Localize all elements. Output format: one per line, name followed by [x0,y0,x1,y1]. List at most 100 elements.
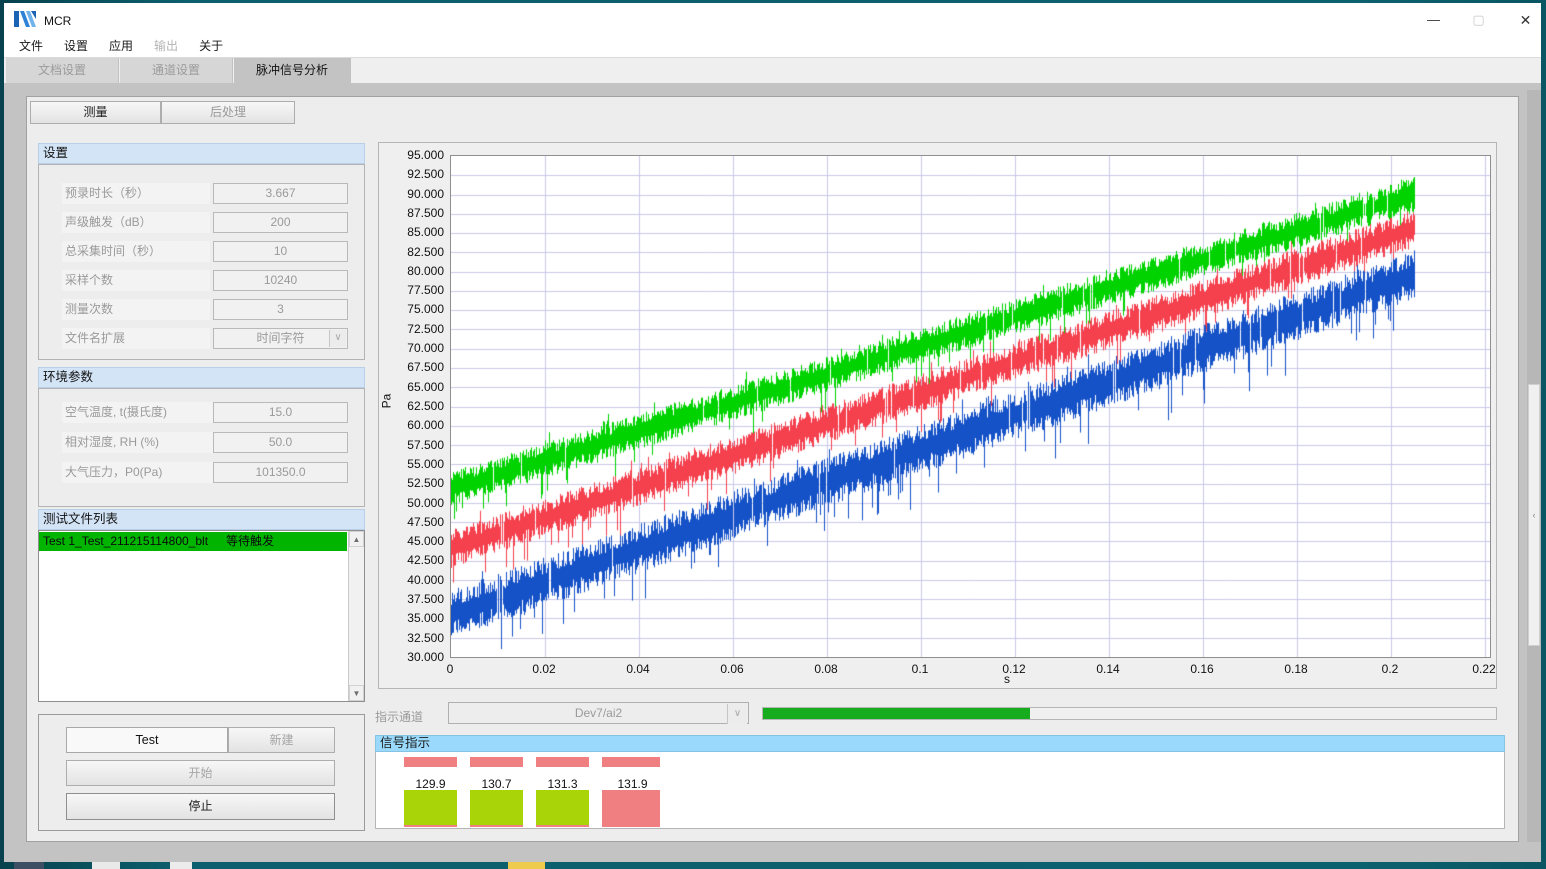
y-tick-label: 72.500 [407,321,444,336]
y-tick-label: 65.000 [407,379,444,394]
y-tick-label: 40.000 [407,572,444,587]
chevron-down-icon[interactable]: ∨ [329,330,346,347]
signal-led-3 [536,757,589,767]
y-tick-label: 62.500 [407,399,444,413]
y-tick-label: 87.500 [407,205,444,220]
subtab-measure[interactable]: 测量 [30,101,161,124]
x-tick-label: 0.12 [1002,662,1026,676]
scrollbar-thumb[interactable]: ‹ [1528,384,1540,646]
environment-header: 环境参数 [38,367,365,388]
x-axis-label: s [1004,672,1010,686]
menu-output: 输出 [154,38,179,53]
signal-led-1 [404,757,457,767]
indicator-channel-value: Dev7/ai2 [574,706,623,720]
x-tick-label: 0.08 [814,662,838,676]
tab-document-settings[interactable]: 文档设置 [6,58,119,83]
filename-ext-dropdown[interactable]: 时间字符 ∨ [213,328,348,349]
file-list-row-selected[interactable]: Test 1_Test_211215114800_blt 等待触发 [39,532,347,551]
menu-settings[interactable]: 设置 [64,38,89,53]
new-button[interactable]: 新建 [228,727,335,753]
field-value-prerecord[interactable]: 3.667 [213,183,348,204]
menu-application[interactable]: 应用 [109,38,134,53]
y-tick-label: 35.000 [407,611,444,626]
y-tick-label: 55.000 [407,456,444,471]
window-title: MCR [44,14,72,28]
field-label-prerecord: 预录时长（秒） [62,183,210,204]
desktop-icon-fragment [508,862,545,869]
tab-pulse-signal-analysis[interactable]: 脉冲信号分析 [234,58,351,83]
maximize-button[interactable]: ▢ [1472,12,1485,27]
filename-ext-value: 时间字符 [256,331,305,345]
tab-channel-settings[interactable]: 通道设置 [120,58,233,83]
signal-value-2: 130.7 [481,777,512,791]
acquisition-progress-bar [762,707,1497,720]
field-value-measure-count[interactable]: 3 [213,299,348,320]
y-tick-label: 57.500 [407,437,444,452]
signal-level-box-3 [536,790,589,827]
file-list-scrollbar[interactable]: ▲ ▼ [348,531,364,701]
chevron-down-icon[interactable]: ∨ [727,704,747,724]
signal-indicator-header: 信号指示 [375,735,1505,752]
test-name-input[interactable] [66,727,228,753]
minimize-button[interactable]: — [1427,12,1440,27]
desktop-icon-fragment [170,862,192,869]
signal-level-box-2 [470,790,523,827]
y-tick-label: 52.500 [407,476,444,491]
field-value-humidity[interactable]: 50.0 [213,432,348,453]
y-tick-label: 60.000 [407,418,444,433]
signal-value-1: 129.9 [415,777,446,791]
file-list[interactable] [38,530,365,702]
scroll-up-icon[interactable]: ▲ [349,531,364,547]
waveform-canvas [451,156,1490,657]
field-label-humidity: 相对湿度, RH (%) [62,432,218,453]
desktop-icon-fragment [14,862,44,869]
field-label-trigger-level: 声级触发（dB） [62,212,210,233]
field-value-air-temp[interactable]: 15.0 [213,402,348,423]
y-axis-label: Pa [379,393,394,409]
y-tick-label: 95.000 [407,148,444,162]
tabbar: 文档设置 通道设置 脉冲信号分析 [4,58,1541,83]
y-tick-label: 45.000 [407,534,444,549]
x-tick-label: 0.14 [1096,662,1120,676]
field-label-samples: 采样个数 [62,270,210,291]
y-tick-label: 80.000 [407,263,444,278]
field-value-samples[interactable]: 10240 [213,270,348,291]
y-tick-label: 67.500 [407,360,444,375]
subtab-postprocess[interactable]: 后处理 [161,101,295,124]
start-button[interactable]: 开始 [66,760,335,786]
signal-level-box-4 [602,790,660,827]
signal-value-3: 131.3 [547,777,578,791]
y-tick-label: 92.500 [407,167,444,182]
y-tick-label: 90.000 [407,186,444,201]
signal-led-2 [470,757,523,767]
field-value-trigger-level[interactable]: 200 [213,212,348,233]
y-tick-label: 85.000 [407,225,444,240]
menu-file[interactable]: 文件 [19,38,44,53]
file-list-header: 测试文件列表 [38,509,365,530]
signal-value-4: 131.9 [617,777,648,791]
x-tick-label: 0.04 [626,662,650,676]
menu-about[interactable]: 关于 [199,38,224,53]
x-tick-label: 0.18 [1284,662,1308,676]
field-value-total-time[interactable]: 10 [213,241,348,262]
scroll-down-icon[interactable]: ▼ [349,685,364,701]
y-tick-label: 30.000 [407,650,444,664]
close-button[interactable]: ✕ [1519,12,1532,28]
x-tick-label: 0.1 [911,662,929,676]
settings-header: 设置 [38,143,365,164]
x-tick-label: 0.06 [720,662,744,676]
y-tick-label: 50.000 [407,495,444,510]
indicator-channel-dropdown[interactable]: Dev7/ai2 ∨ [448,702,749,724]
field-value-pressure[interactable]: 101350.0 [213,462,348,483]
stop-button[interactable]: 停止 [66,793,335,820]
field-label-measure-count: 测量次数 [62,299,210,320]
x-tick-label: 0.2 [1381,662,1399,676]
signal-level-box-1 [404,790,457,827]
y-tick-label: 37.500 [407,592,444,607]
menubar: 文件 设置 应用 输出 关于 [4,33,1541,58]
field-label-filename-ext: 文件名扩展 [62,328,210,349]
field-label-air-temp: 空气温度, t(摄氏度) [62,402,218,423]
y-tick-label: 77.500 [407,283,444,298]
y-tick-label: 47.500 [407,514,444,529]
